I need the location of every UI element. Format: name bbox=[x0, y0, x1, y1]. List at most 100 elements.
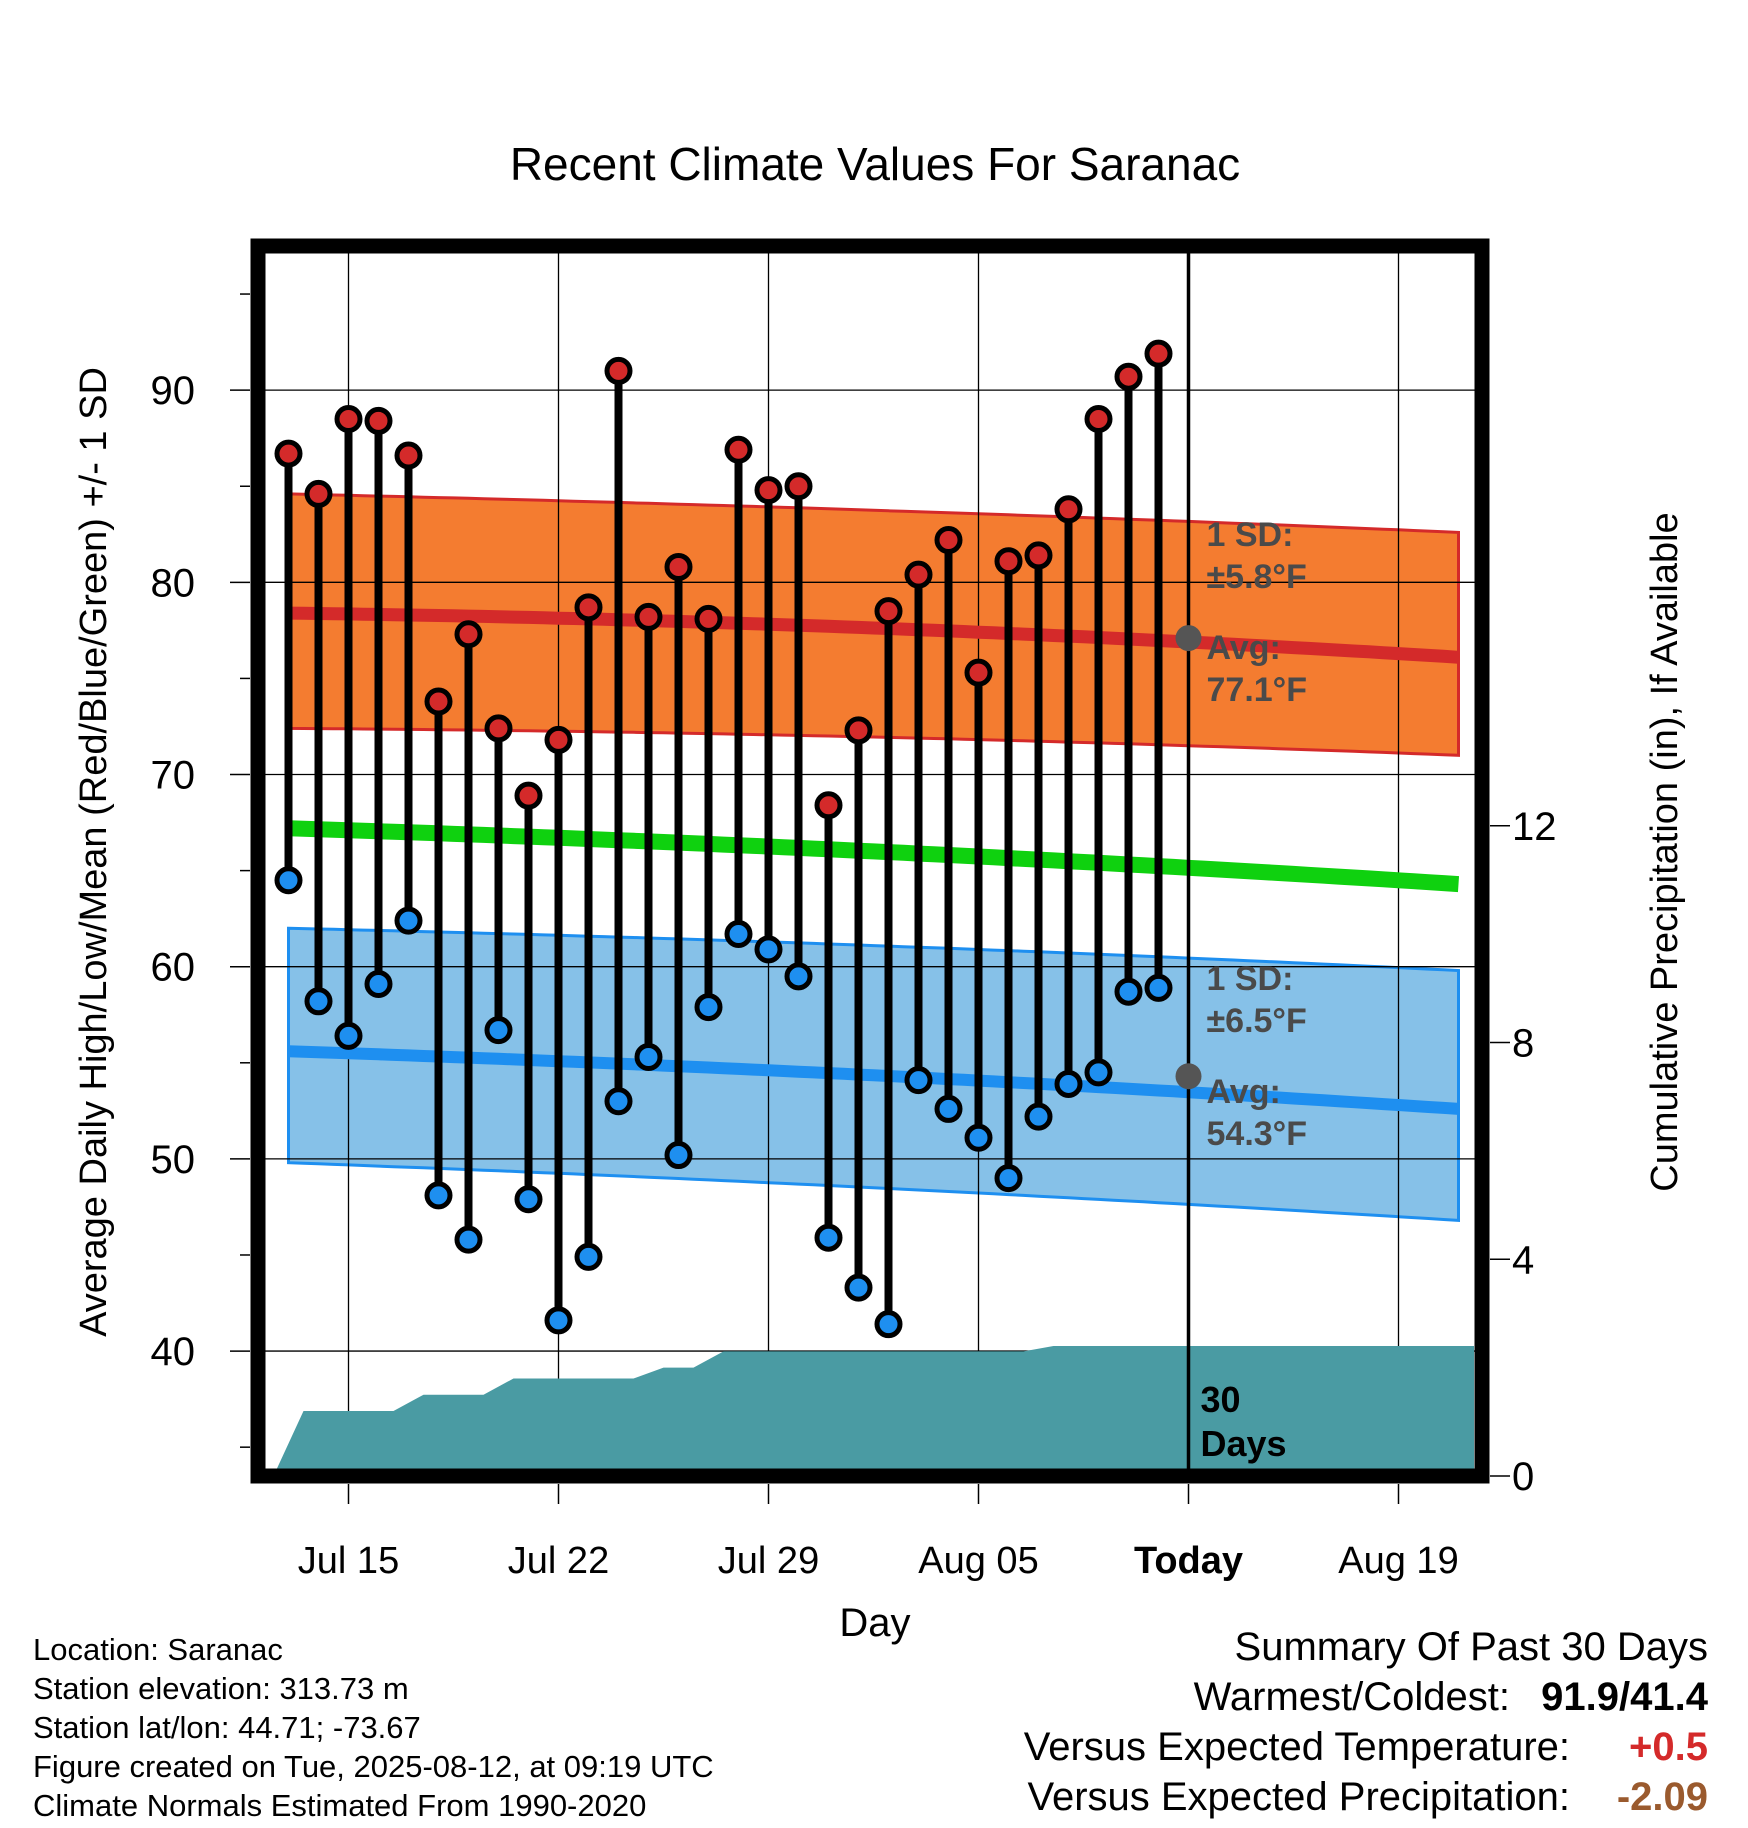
high-point bbox=[664, 552, 693, 581]
high-point bbox=[484, 714, 513, 743]
precip-vs-expected-label: Versus Expected Precipitation: bbox=[1027, 1775, 1570, 1819]
high-point bbox=[754, 476, 783, 505]
high-point bbox=[604, 356, 633, 385]
normals-text: Climate Normals Estimated From 1990-2020 bbox=[33, 1788, 647, 1823]
high-point bbox=[394, 441, 423, 470]
precip-vs-expected-value: -2.09 bbox=[1616, 1775, 1708, 1819]
high-point bbox=[454, 620, 483, 649]
precipitation-area bbox=[273, 1346, 1474, 1476]
high-avg-label: Avg: bbox=[1207, 629, 1281, 667]
low-point bbox=[754, 935, 783, 964]
high-point bbox=[994, 547, 1023, 576]
high-sd-label: 1 SD: bbox=[1207, 516, 1294, 554]
high-point bbox=[634, 602, 663, 631]
low-sd-label: 1 SD: bbox=[1207, 960, 1294, 998]
high-point bbox=[424, 687, 453, 716]
warmest-coldest-row: Warmest/Coldest: 91.9/41.4 bbox=[1024, 1672, 1708, 1722]
high-point bbox=[364, 406, 393, 435]
high-point bbox=[514, 781, 543, 810]
created-text: Figure created on Tue, 2025-08-12, at 09… bbox=[33, 1749, 714, 1784]
station-info: Location: Saranac Station elevation: 313… bbox=[33, 1630, 714, 1825]
low-point bbox=[934, 1094, 963, 1123]
low-point bbox=[604, 1087, 633, 1116]
low-point bbox=[874, 1310, 903, 1339]
high-point bbox=[334, 404, 363, 433]
mean-normal-line bbox=[288, 820, 1460, 893]
high-point bbox=[694, 604, 723, 633]
high-point bbox=[1054, 495, 1083, 524]
low-point bbox=[334, 1021, 363, 1050]
precip-window-label: 30 bbox=[1201, 1379, 1241, 1420]
low-sd-value: ±6.5°F bbox=[1207, 1002, 1307, 1040]
high-point bbox=[544, 725, 573, 754]
y-tick-label: 90 bbox=[151, 369, 196, 413]
high-point bbox=[934, 526, 963, 555]
low-point bbox=[574, 1242, 603, 1271]
y-axis-label: Average Daily High/Low/Mean (Red/Blue/Gr… bbox=[73, 367, 115, 1337]
y2-axis-label: Cumulative Precipitation (in), If Availa… bbox=[1644, 512, 1686, 1191]
high-normal-line bbox=[288, 606, 1459, 664]
high-point bbox=[304, 479, 333, 508]
high-point bbox=[964, 658, 993, 687]
high-point bbox=[724, 435, 753, 464]
low-point bbox=[394, 906, 423, 935]
y-tick-label: 40 bbox=[151, 1330, 196, 1374]
elevation-text: Station elevation: 313.73 m bbox=[33, 1671, 409, 1706]
high-point bbox=[874, 597, 903, 626]
low-point bbox=[1144, 973, 1173, 1002]
high-point bbox=[274, 439, 303, 468]
low-point bbox=[1084, 1058, 1113, 1087]
low-point bbox=[304, 987, 333, 1016]
low-point bbox=[514, 1185, 543, 1214]
low-avg-value: 54.3°F bbox=[1207, 1115, 1308, 1153]
x-axis-label: Day bbox=[839, 1601, 910, 1645]
y-tick-label: 70 bbox=[151, 754, 196, 798]
low-point bbox=[274, 866, 303, 895]
y-tick-label: 80 bbox=[151, 561, 196, 605]
y2-tick-label: 8 bbox=[1512, 1022, 1534, 1066]
warmest-coldest-label: Warmest/Coldest: bbox=[1193, 1675, 1510, 1719]
x-tick-label: Jul 22 bbox=[508, 1540, 609, 1582]
low-point bbox=[664, 1141, 693, 1170]
high-point bbox=[814, 791, 843, 820]
low-point bbox=[814, 1223, 843, 1252]
y-tick-label: 60 bbox=[151, 946, 196, 990]
today-low-normal-marker bbox=[1175, 1063, 1202, 1090]
x-tick-label: Jul 15 bbox=[298, 1540, 399, 1582]
low-point bbox=[844, 1273, 873, 1302]
plot-area: 1 SD: ±5.8°F Avg: 77.1°F 1 SD: ±6.5°F Avg: 54.3… bbox=[151, 238, 1557, 1582]
low-point bbox=[724, 920, 753, 949]
low-point bbox=[784, 962, 813, 991]
latlon-text: Station lat/lon: 44.71; -73.67 bbox=[33, 1710, 421, 1745]
high-point bbox=[1024, 541, 1053, 570]
x-tick-label: Jul 29 bbox=[718, 1540, 819, 1582]
high-point bbox=[1084, 404, 1113, 433]
high-sd-value: ±5.8°F bbox=[1207, 558, 1307, 596]
warmest-coldest-value: 91.9/41.4 bbox=[1541, 1675, 1708, 1719]
summary-panel: Summary Of Past 30 Days Warmest/Coldest:… bbox=[1024, 1622, 1708, 1822]
high-point bbox=[904, 560, 933, 589]
temp-vs-expected-row: Versus Expected Temperature: +0.5 bbox=[1024, 1722, 1708, 1772]
high-point bbox=[844, 716, 873, 745]
y2-tick-label: 4 bbox=[1512, 1238, 1534, 1282]
low-point bbox=[994, 1164, 1023, 1193]
precip-vs-expected-row: Versus Expected Precipitation: -2.09 bbox=[1024, 1772, 1708, 1822]
high-point bbox=[1114, 362, 1143, 391]
high-point bbox=[574, 593, 603, 622]
low-point bbox=[484, 1016, 513, 1045]
low-point bbox=[364, 970, 393, 998]
low-point bbox=[544, 1306, 573, 1335]
location-text: Location: Saranac bbox=[33, 1632, 283, 1667]
plot-frame bbox=[250, 238, 1490, 1484]
low-point bbox=[694, 993, 723, 1022]
precip-window-days: Days bbox=[1201, 1423, 1287, 1464]
y2-tick-label: 12 bbox=[1512, 805, 1557, 849]
low-point bbox=[634, 1043, 663, 1072]
low-point bbox=[964, 1123, 993, 1152]
low-normal-line bbox=[288, 1045, 1459, 1115]
low-point bbox=[1054, 1069, 1083, 1098]
high-avg-value: 77.1°F bbox=[1207, 671, 1308, 709]
low-point bbox=[454, 1225, 483, 1254]
low-point bbox=[1114, 977, 1143, 1006]
low-point bbox=[904, 1066, 933, 1095]
